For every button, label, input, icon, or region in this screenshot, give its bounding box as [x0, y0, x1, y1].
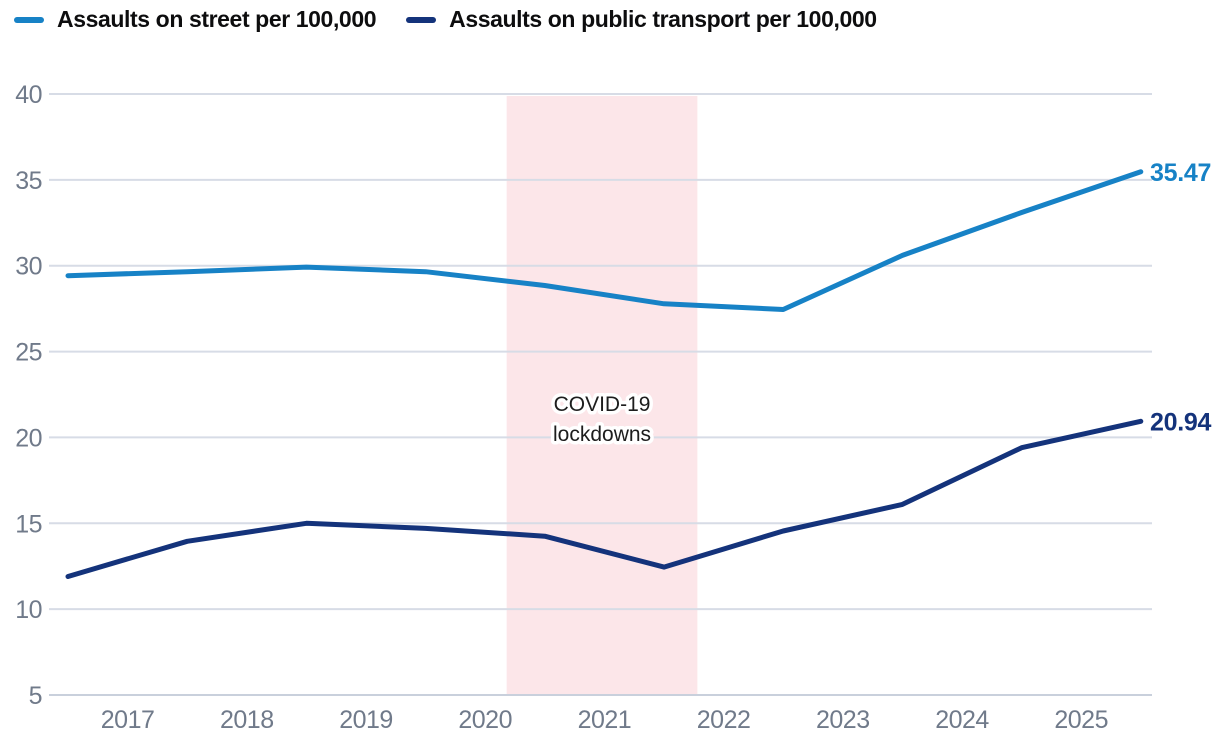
- y-tick-label: 5: [29, 682, 42, 710]
- end-label-street: 35.47: [1150, 159, 1211, 187]
- x-tick-label: 2024: [935, 706, 989, 734]
- x-tick-label: 2022: [697, 706, 751, 734]
- y-tick-label: 10: [15, 596, 42, 624]
- x-tick-label: 2023: [816, 706, 870, 734]
- series-line-street: [65, 169, 1144, 312]
- legend: Assaults on street per 100,000 Assaults …: [14, 6, 877, 33]
- legend-swatch-transport-icon: [406, 16, 437, 23]
- x-tick-label: 2021: [578, 706, 632, 734]
- end-label-transport: 20.94: [1150, 408, 1211, 436]
- y-tick-label: 30: [15, 253, 42, 281]
- y-tick-label: 15: [15, 510, 42, 538]
- series-line-transport: [65, 418, 1144, 579]
- y-tick-label: 35: [15, 167, 42, 195]
- x-tick-label: 2019: [339, 706, 393, 734]
- legend-label-street: Assaults on street per 100,000: [57, 6, 377, 32]
- legend-swatch-street-icon: [14, 16, 44, 23]
- y-tick-label: 25: [15, 339, 42, 367]
- legend-label-transport: Assaults on public transport per 100,000: [449, 6, 877, 32]
- legend-item-transport[interactable]: Assaults on public transport per 100,000: [406, 6, 877, 33]
- x-tick-label: 2017: [101, 706, 155, 734]
- covid-annotation: COVID-19 lockdowns: [553, 393, 651, 446]
- y-tick-label: 40: [15, 81, 42, 109]
- x-tick-label: 2020: [458, 706, 512, 734]
- covid-lockdowns-band: [506, 96, 698, 695]
- x-tick-label: 2025: [1054, 706, 1108, 734]
- y-tick-label: 20: [15, 424, 42, 452]
- legend-item-street[interactable]: Assaults on street per 100,000: [14, 6, 377, 33]
- x-tick-label: 2018: [220, 706, 274, 734]
